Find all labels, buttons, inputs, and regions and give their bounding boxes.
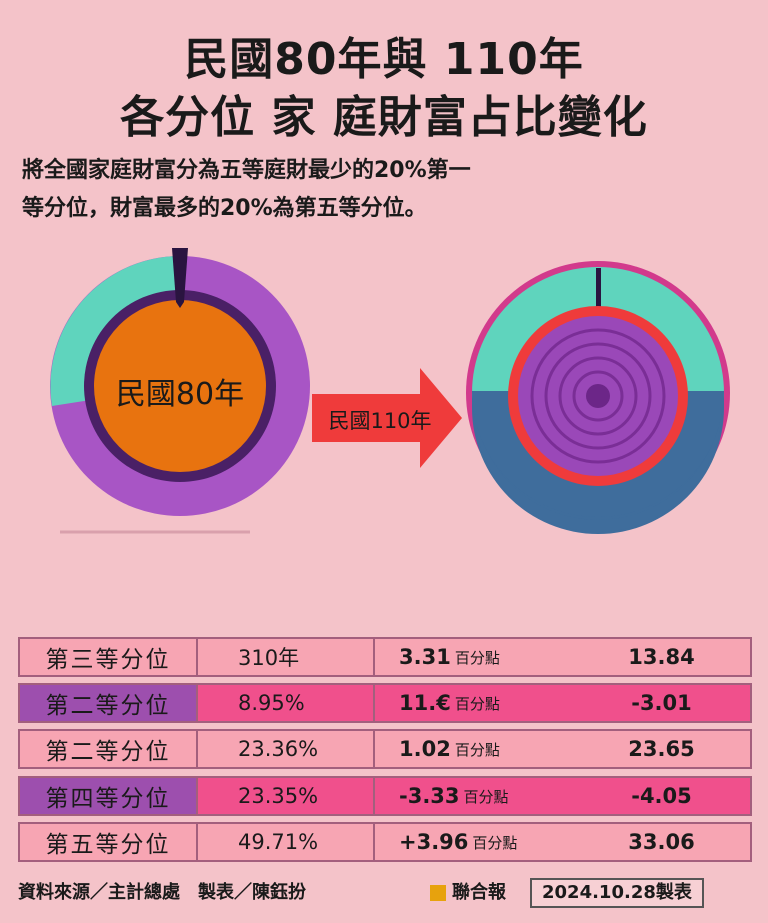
row-label: 第二等分位 [20, 685, 198, 721]
row-change-value: +3.96 [399, 830, 469, 854]
donut-left-core [94, 300, 266, 472]
footer-source: 資料來源／主計總處 製表／陳鈺扮 [18, 882, 306, 903]
row-change-unit: 百分點 [454, 740, 500, 759]
subtitle-line-1: 將全國家庭財富分為五等庭財最少的20%第一 [22, 158, 471, 183]
row-label: 第四等分位 [20, 778, 198, 814]
row-change: 3.31 百分點 [373, 639, 573, 675]
row-value: 33.06 [628, 830, 695, 854]
table-row: 第四等分位 23.35% -3.33 百分點 -4.05 [18, 776, 752, 816]
row-change: +3.96 百分點 [373, 824, 573, 860]
donut-left-pointer [172, 248, 188, 308]
publisher-square-icon [430, 885, 446, 901]
footer-date: 2024.10.28製表 [530, 878, 704, 908]
arrow-shape [312, 368, 462, 468]
donut-comparison-graphic: 民國80年 民國110年 [50, 248, 730, 534]
row-change-value: 3.31 [399, 645, 451, 669]
row-change-unit: 百分點 [454, 648, 500, 667]
row-value: 23.65 [628, 737, 695, 761]
table-row: 第二等分位 23.36% 1.02 百分點 23.65 [18, 729, 752, 769]
table-row: 第五等分位 49.71% +3.96 百分點 33.06 [18, 822, 752, 862]
row-label: 第三等分位 [20, 639, 198, 675]
donut-right [466, 261, 730, 534]
row-label: 第二等分位 [20, 731, 198, 767]
row-change: 11.€ 百分點 [373, 685, 573, 721]
row-share: 23.35% [238, 784, 319, 808]
publisher-name: 聯合報 [452, 882, 506, 903]
row-change-value: 11.€ [399, 691, 451, 715]
table-row: 第二等分位 8.95% 11.€ 百分點 -3.01 [18, 683, 752, 723]
subtitle-line-2: 等分位，財富最多的20%為第五等分位。 [22, 196, 427, 221]
row-change-value: 1.02 [399, 737, 451, 761]
row-change-unit: 百分點 [454, 694, 500, 713]
row-share: 8.95% [238, 691, 305, 715]
row-change-unit: 百分點 [472, 833, 518, 852]
row-share: 23.36% [238, 737, 319, 761]
table-row: 第三等分位 310年 3.31 百分點 13.84 [18, 637, 752, 677]
title-line-2: 各分位 家 庭財富占比變化 [120, 92, 648, 143]
footer-publisher: 聯合報 [430, 884, 506, 902]
title-line-1: 民國80年與 110年 [184, 34, 584, 85]
row-value: -3.01 [631, 691, 692, 715]
row-change: -3.33 百分點 [373, 778, 573, 814]
row-change-unit: 百分點 [463, 787, 509, 806]
donut-left: 民國80年 [50, 248, 310, 534]
row-change-value: -3.33 [399, 784, 460, 808]
row-share: 310年 [238, 646, 300, 670]
arrow-label: 民國110年 [328, 409, 431, 433]
row-value: 13.84 [628, 645, 695, 669]
donut-right-divider [596, 268, 601, 334]
row-value: -4.05 [631, 784, 692, 808]
donut-left-label: 民國80年 [116, 377, 244, 412]
row-share: 49.71% [238, 830, 319, 854]
arrow: 民國110年 [312, 368, 462, 468]
row-label: 第五等分位 [20, 824, 198, 860]
row-change: 1.02 百分點 [373, 731, 573, 767]
